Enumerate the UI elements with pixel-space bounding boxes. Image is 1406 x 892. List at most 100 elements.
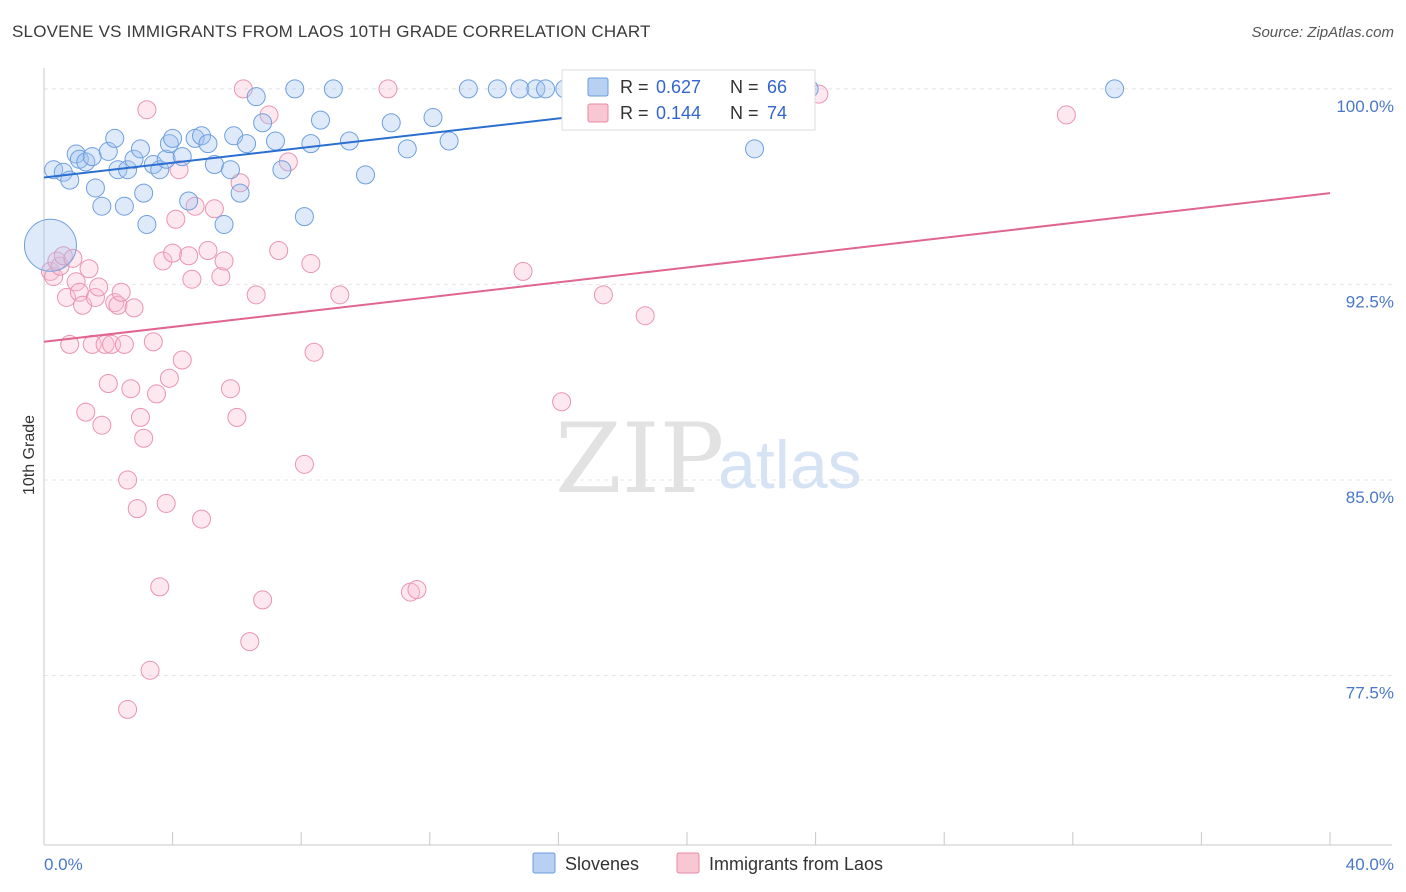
point-slovenes [92,196,112,216]
point-laos [118,470,138,490]
y-tick-label: 85.0% [1346,488,1394,507]
point-laos [214,251,234,271]
x-tick-label-max: 40.0% [1346,855,1394,874]
point-laos [79,259,99,279]
watermark-atlas: atlas [718,427,862,503]
legend-r-value-slovenes: 0.627 [656,77,701,97]
point-laos [140,660,160,680]
watermark-zip: ZIP [555,403,724,515]
point-laos [635,306,655,326]
point-slovenes [745,139,765,159]
point-slovenes [323,79,343,99]
legend-n-label: N = [730,77,759,97]
point-slovenes [124,149,144,169]
legend-n-value-laos: 74 [767,103,787,123]
point-slovenes [137,214,157,234]
point-laos [259,105,279,125]
point-laos [163,243,183,263]
point-slovenes [246,87,266,107]
point-laos [240,632,260,652]
point-laos [172,350,192,370]
point-laos [182,269,202,289]
point-slovenes [510,79,530,99]
point-slovenes [214,214,234,234]
point-laos [230,173,250,193]
point-laos [220,379,240,399]
point-laos [57,287,77,307]
point-laos [407,579,427,599]
point-laos [159,368,179,388]
point-laos [130,407,150,427]
watermark: ZIP atlas [555,403,862,515]
point-laos [166,209,186,229]
point-laos [153,251,173,271]
x-tick-label-min: 0.0% [44,855,83,874]
point-laos [552,392,572,412]
point-laos [304,342,324,362]
point-slovenes [198,134,218,154]
point-laos [1056,105,1076,125]
point-laos [269,241,289,261]
point-slovenes [237,134,257,154]
chart-title: SLOVENE VS IMMIGRANTS FROM LAOS 10TH GRA… [12,22,651,41]
x-ticks [43,832,1331,845]
point-slovenes [230,183,250,203]
point-laos [92,415,112,435]
point-slovenes [310,110,330,130]
point-laos [227,407,247,427]
point-laos [85,287,105,307]
point-slovenes [134,183,154,203]
y-tick-labels: 100.0% 92.5% 85.0% 77.5% [1336,97,1394,703]
legend-n-value-slovenes: 66 [767,77,787,97]
point-slovenes [66,144,86,164]
point-slovenes [272,160,292,180]
point-laos [127,499,147,519]
point-slovenes [285,79,305,99]
point-laos [114,334,134,354]
y-axis-title: 10th Grade [21,415,38,495]
point-laos [44,267,64,287]
point-laos [593,285,613,305]
point-slovenes [179,191,199,211]
point-slovenes [356,165,375,185]
source-label: Source: ZipAtlas.com [1251,24,1394,41]
point-laos [118,699,138,719]
point-laos [156,493,176,513]
point-laos [76,402,96,422]
point-laos [105,293,125,313]
point-slovenes [163,128,183,148]
point-slovenes [130,139,150,159]
legend-n-label: N = [730,103,759,123]
point-laos [211,267,231,287]
point-slovenes [439,131,459,151]
point-slovenes [458,79,478,99]
point-laos [253,590,273,610]
point-laos [137,100,157,120]
point-laos [185,196,205,216]
point-slovenes [381,113,401,133]
point-laos [378,79,398,99]
y-tick-label: 100.0% [1336,97,1394,116]
point-slovenes [23,218,77,272]
point-slovenes [253,113,273,133]
legend-r-label: R = [620,77,649,97]
point-laos [134,428,154,448]
point-laos [147,384,167,404]
point-laos [111,282,131,302]
point-laos [150,577,170,597]
point-slovenes [526,79,546,99]
correlation-legend: R = 0.627 N = 66 R = 0.144 N = 74 [561,69,816,131]
point-laos [330,285,350,305]
bottom-legend-swatch-slovenes [532,852,556,874]
point-laos [143,332,163,352]
y-tick-label: 77.5% [1346,684,1394,703]
point-laos [98,373,118,393]
point-laos [121,379,141,399]
point-slovenes [301,134,321,154]
point-laos [47,251,67,271]
legend-r-value-laos: 0.144 [656,103,701,123]
point-laos [204,199,224,219]
point-slovenes [159,134,179,154]
point-slovenes [85,178,105,198]
